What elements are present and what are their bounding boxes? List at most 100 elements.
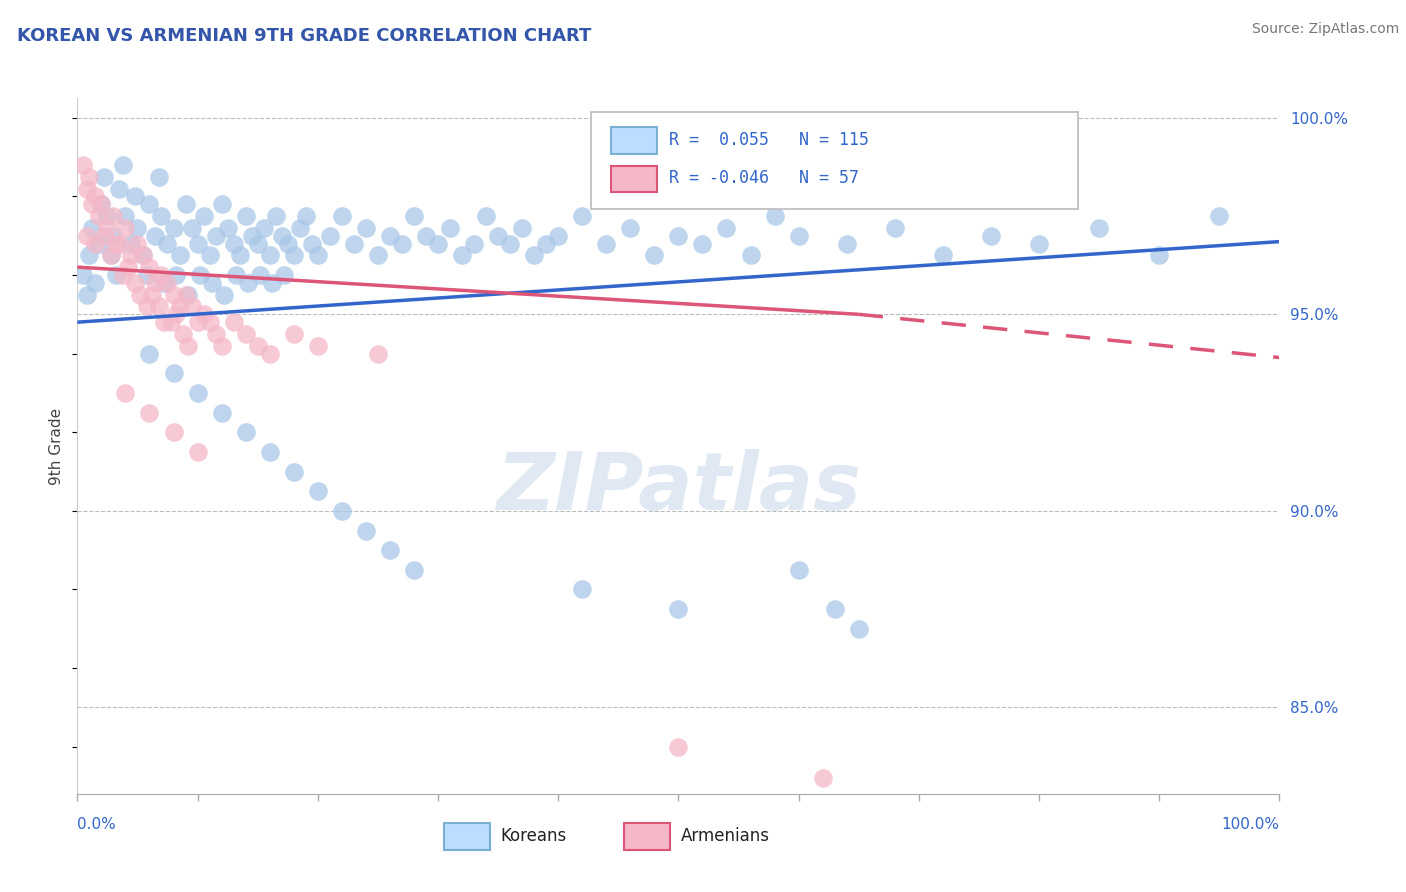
Point (330, 209, 353, 223)
Point (222, 236, 245, 251)
FancyBboxPatch shape (591, 112, 1077, 210)
Point (162, 287, 184, 301)
Point (222, 315, 245, 329)
Point (87, 209, 110, 223)
Point (211, 197, 233, 211)
Point (217, 220, 239, 235)
Point (177, 339, 200, 353)
Point (643, 248, 665, 262)
Point (848, 622, 870, 636)
Point (204, 228, 226, 243)
Point (277, 236, 299, 251)
Point (114, 386, 136, 401)
Point (692, 236, 714, 251)
Point (571, 582, 593, 597)
Point (228, 248, 250, 262)
Point (571, 209, 593, 223)
Text: R =  0.055   N = 115: R = 0.055 N = 115 (669, 131, 869, 149)
Point (307, 484, 329, 499)
Point (127, 220, 149, 235)
Point (100, 248, 122, 262)
Point (169, 248, 191, 262)
Point (378, 228, 401, 243)
Point (225, 268, 247, 282)
Point (402, 563, 425, 577)
Point (619, 220, 641, 235)
Point (87, 236, 110, 251)
Point (1088, 220, 1111, 235)
Point (162, 220, 184, 235)
Point (180, 300, 202, 314)
Point (249, 268, 271, 282)
Point (343, 236, 366, 251)
Point (72, 268, 94, 282)
Point (740, 248, 762, 262)
Point (104, 236, 127, 251)
Point (108, 181, 131, 195)
Text: R = -0.046   N = 57: R = -0.046 N = 57 (669, 169, 859, 187)
Point (523, 248, 546, 262)
Point (138, 346, 160, 360)
Point (253, 220, 276, 235)
Point (212, 287, 235, 301)
Point (932, 248, 955, 262)
Point (132, 248, 155, 262)
Point (259, 445, 281, 459)
Point (235, 425, 257, 440)
Point (288, 220, 311, 235)
Point (120, 248, 142, 262)
Point (787, 228, 810, 243)
Point (162, 366, 184, 380)
Point (391, 236, 413, 251)
Point (354, 220, 377, 235)
Text: ZIPatlas: ZIPatlas (496, 449, 860, 527)
Point (138, 197, 160, 211)
Point (204, 326, 226, 341)
Point (283, 326, 305, 341)
Point (270, 228, 292, 243)
Bar (612, 128, 657, 153)
Point (668, 228, 690, 243)
Point (150, 268, 173, 282)
Point (111, 268, 134, 282)
Point (811, 771, 834, 785)
Point (367, 346, 389, 360)
Point (246, 236, 269, 251)
Point (117, 260, 139, 274)
Point (294, 209, 316, 223)
Point (193, 307, 215, 321)
Point (1149, 248, 1171, 262)
Point (510, 220, 533, 235)
Bar (624, 823, 671, 849)
Point (153, 276, 176, 290)
Point (93, 228, 115, 243)
Point (378, 543, 401, 558)
Point (90, 197, 112, 211)
Point (93, 169, 115, 184)
Point (103, 209, 125, 223)
Point (307, 339, 329, 353)
Point (169, 300, 191, 314)
Text: KOREAN VS ARMENIAN 9TH GRADE CORRELATION CHART: KOREAN VS ARMENIAN 9TH GRADE CORRELATION… (17, 27, 592, 45)
Point (187, 315, 209, 329)
Point (114, 220, 136, 235)
Point (104, 268, 127, 282)
Point (427, 236, 450, 251)
Point (165, 268, 187, 282)
Point (307, 248, 329, 262)
Point (136, 300, 159, 314)
Point (402, 209, 425, 223)
Point (319, 228, 342, 243)
Point (156, 236, 179, 251)
Point (165, 307, 187, 321)
Point (124, 189, 146, 203)
Point (150, 209, 173, 223)
Point (79, 248, 101, 262)
Point (111, 158, 134, 172)
Text: 100.0%: 100.0% (1222, 817, 1279, 832)
Point (174, 197, 197, 211)
Point (138, 260, 160, 274)
Point (439, 220, 461, 235)
Point (595, 236, 617, 251)
Point (138, 406, 160, 420)
